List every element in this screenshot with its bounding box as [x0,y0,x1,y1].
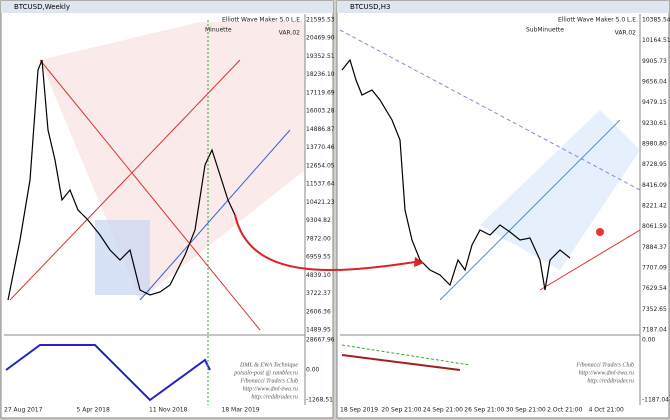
price-label: 3722.37 [306,290,331,297]
price-label: 10421.23 [306,199,335,206]
arrow-head [414,257,424,267]
price-label: 4839.10 [306,272,331,279]
indicator-label: -1187.04 [642,397,669,404]
channel [480,110,640,270]
price-label: 7707.09 [642,265,667,272]
price-label: 7884.37 [642,244,667,251]
trend-line [39,59,261,331]
indicator-line [341,344,471,366]
price-label: 7352.65 [642,306,667,313]
date-label: 27 Aug 2017 [4,407,43,414]
price-label: 12654.05 [306,162,335,169]
price-label: 10385.54 [642,17,670,24]
price-label: 13770.46 [306,144,335,151]
price-label: 2606.36 [306,308,331,315]
price-label: 6959.55 [306,254,331,261]
price-label: 8416.09 [642,182,667,189]
price-label: 14886.87 [306,126,335,133]
date-label: 18 Sep 2019 [340,407,378,414]
watermark: Elliott Wave Maker 5.0 L.E. [558,17,638,24]
price-label: 9656.04 [642,79,667,86]
price-label: 11537.64 [306,181,335,188]
date-label: 26 Sep 21:00 [464,407,504,414]
trend-line [139,129,291,301]
date-label: 24 Sep 21:00 [423,407,463,414]
footer-text: http://reddtrader.ru [587,378,634,384]
price-label: 8728.95 [642,161,667,168]
date-label: 4 Oct 21:00 [589,407,624,414]
price-label: 1489.95 [306,327,331,334]
trend-line [9,59,241,301]
trend-line [339,29,641,191]
date-label: 30 Sep 21:00 [506,407,546,414]
window-title: BTCUSD,Weekly [14,3,70,11]
price-label: 9230.61 [642,120,667,127]
right-titlebar[interactable] [337,1,669,13]
arrow [234,214,416,271]
price-label: 16003.28 [306,108,335,115]
footer-text: http://reddtrader.ru [251,394,298,400]
indicator-label: 0.00 [642,337,656,344]
date-label: 20 Sep 21:00 [381,407,421,414]
price-label: 9479.15 [642,99,667,106]
price-label: 18236.10 [306,71,335,78]
variant: VAR.02 [279,30,301,37]
footer-text: DML & EWA Technique [239,362,298,368]
price-label: 8980.80 [642,141,667,148]
date-label: 2 Oct 21:00 [547,407,582,414]
price-label: 8221.42 [642,203,667,210]
target-marker [596,228,604,236]
fib-zone [40,22,305,300]
price-label: 8061.59 [642,223,667,230]
price-label: 7187.04 [642,327,667,334]
variant: VAR.02 [615,30,637,37]
trend-line [439,119,621,301]
price-label: 9304.82 [306,217,331,224]
price-label: 10164.51 [642,37,670,44]
wave-indicator [5,344,211,402]
indicator-label: -1268.51 [306,397,333,404]
price-label: 7872.00 [306,235,331,242]
watermark: Elliott Wave Maker 5.0 L.E. [222,17,302,24]
indicator-line [341,354,461,371]
price-label: 21595.53 [306,17,335,24]
price-label: 9905.73 [642,58,667,65]
footer-text: Fibonacci Traders Club [239,378,298,384]
footer-text: http://www.dml-ewa.ru [579,370,634,376]
date-label: 5 Apr 2018 [77,407,110,414]
price-label: 7629.54 [642,285,667,292]
indicator-label: 0.00 [306,367,320,374]
window-title: BTCUSD,H3 [350,3,390,11]
price-trace [7,59,241,301]
degree-label: SubMinuette [526,27,564,34]
indicator-label: 28667.96 [306,337,335,344]
degree-label: Minuette [205,27,232,34]
left-titlebar[interactable] [1,1,333,13]
price-label: 20469.90 [306,35,335,42]
trend-line [539,229,641,291]
date-label: 18 Mar 2019 [222,407,260,414]
footer-text: Fibonacci Traders Club [575,362,634,368]
footer-text: potsulo-post @ rambler.ru [233,370,298,376]
price-trace [341,58,571,291]
price-label: 19352.51 [306,53,335,60]
price-label: 17119.69 [306,89,335,96]
footer-text: http://www.dml-ewa.ru [243,386,298,392]
date-label: 11 Nov 2018 [149,407,188,414]
